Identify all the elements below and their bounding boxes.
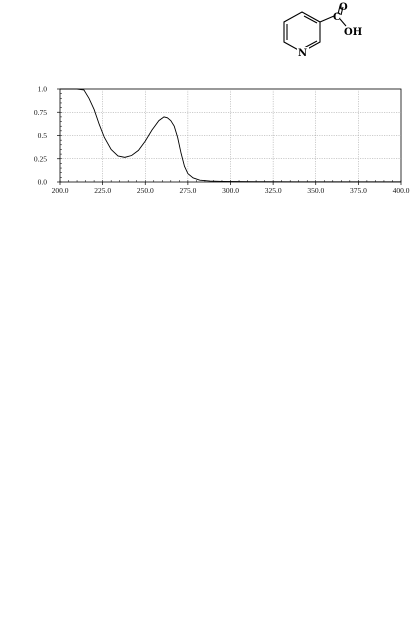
x-tick-label: 300.0 (222, 186, 239, 195)
ring-to-carboxyl-bond (319, 15, 335, 23)
grid (60, 89, 401, 182)
x-tick-label: 350.0 (307, 186, 324, 195)
x-axis: 200.0 225.0 250.0 275.0 300.0 325.0 350.0 375.0… (52, 182, 410, 195)
hydroxyl-bond (339, 18, 347, 27)
y-tick-label: 0.75 (34, 108, 47, 117)
y-tick-label: 0.25 (34, 154, 47, 163)
y-axis: 0.0 0.25 0.5 0.75 1.0 (34, 85, 60, 187)
carbonyl-bond (337, 5, 341, 15)
carbon-atom-label: C (333, 12, 341, 23)
hydroxyl-label: OH (344, 27, 362, 38)
oxygen-atom-label: O (339, 2, 348, 13)
x-tick-label: 275.0 (179, 186, 196, 195)
x-tick-label: 375.0 (350, 186, 367, 195)
x-tick-label: 400.0 (393, 186, 410, 195)
y-tick-label: 1.0 (38, 85, 48, 94)
absorbance-chart: 200.0 225.0 250.0 275.0 300.0 325.0 350.0 375.0… (34, 85, 410, 196)
x-tick-label: 325.0 (265, 186, 282, 195)
absorbance-series-line (60, 88, 401, 183)
nitrogen-atom-label: N (298, 48, 307, 59)
x-tick-label: 250.0 (137, 186, 154, 195)
x-tick-label: 200.0 (52, 186, 69, 195)
y-tick-label: 0.0 (38, 178, 48, 187)
nicotinic-acid-structure-icon: N C O OH (283, 2, 362, 59)
y-tick-label: 0.5 (38, 131, 48, 140)
x-tick-label: 225.0 (94, 186, 111, 195)
